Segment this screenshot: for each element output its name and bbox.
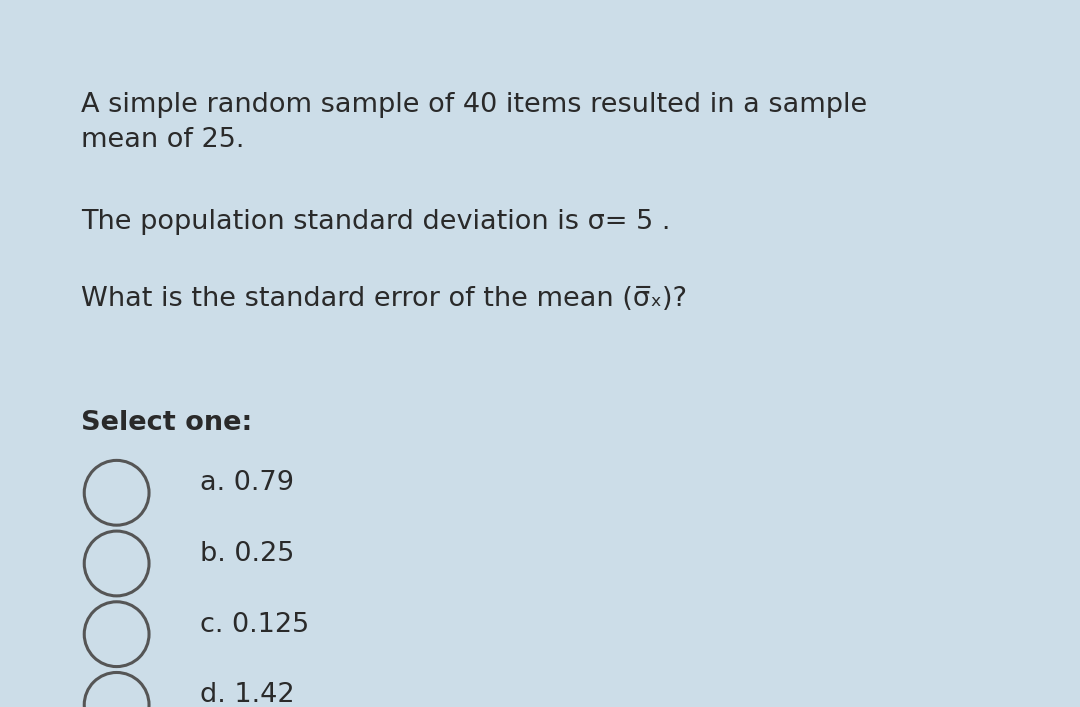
Text: d. 1.42: d. 1.42: [200, 682, 295, 707]
Text: b. 0.25: b. 0.25: [200, 541, 294, 567]
Text: A simple random sample of 40 items resulted in a sample
mean of 25.: A simple random sample of 40 items resul…: [81, 92, 867, 153]
Text: The population standard deviation is σ= 5 .: The population standard deviation is σ= …: [81, 209, 671, 235]
Text: c. 0.125: c. 0.125: [200, 612, 309, 638]
Text: a. 0.79: a. 0.79: [200, 470, 294, 496]
Text: Select one:: Select one:: [81, 410, 253, 436]
Text: What is the standard error of the mean (σ̅ₓ)?: What is the standard error of the mean (…: [81, 286, 687, 312]
